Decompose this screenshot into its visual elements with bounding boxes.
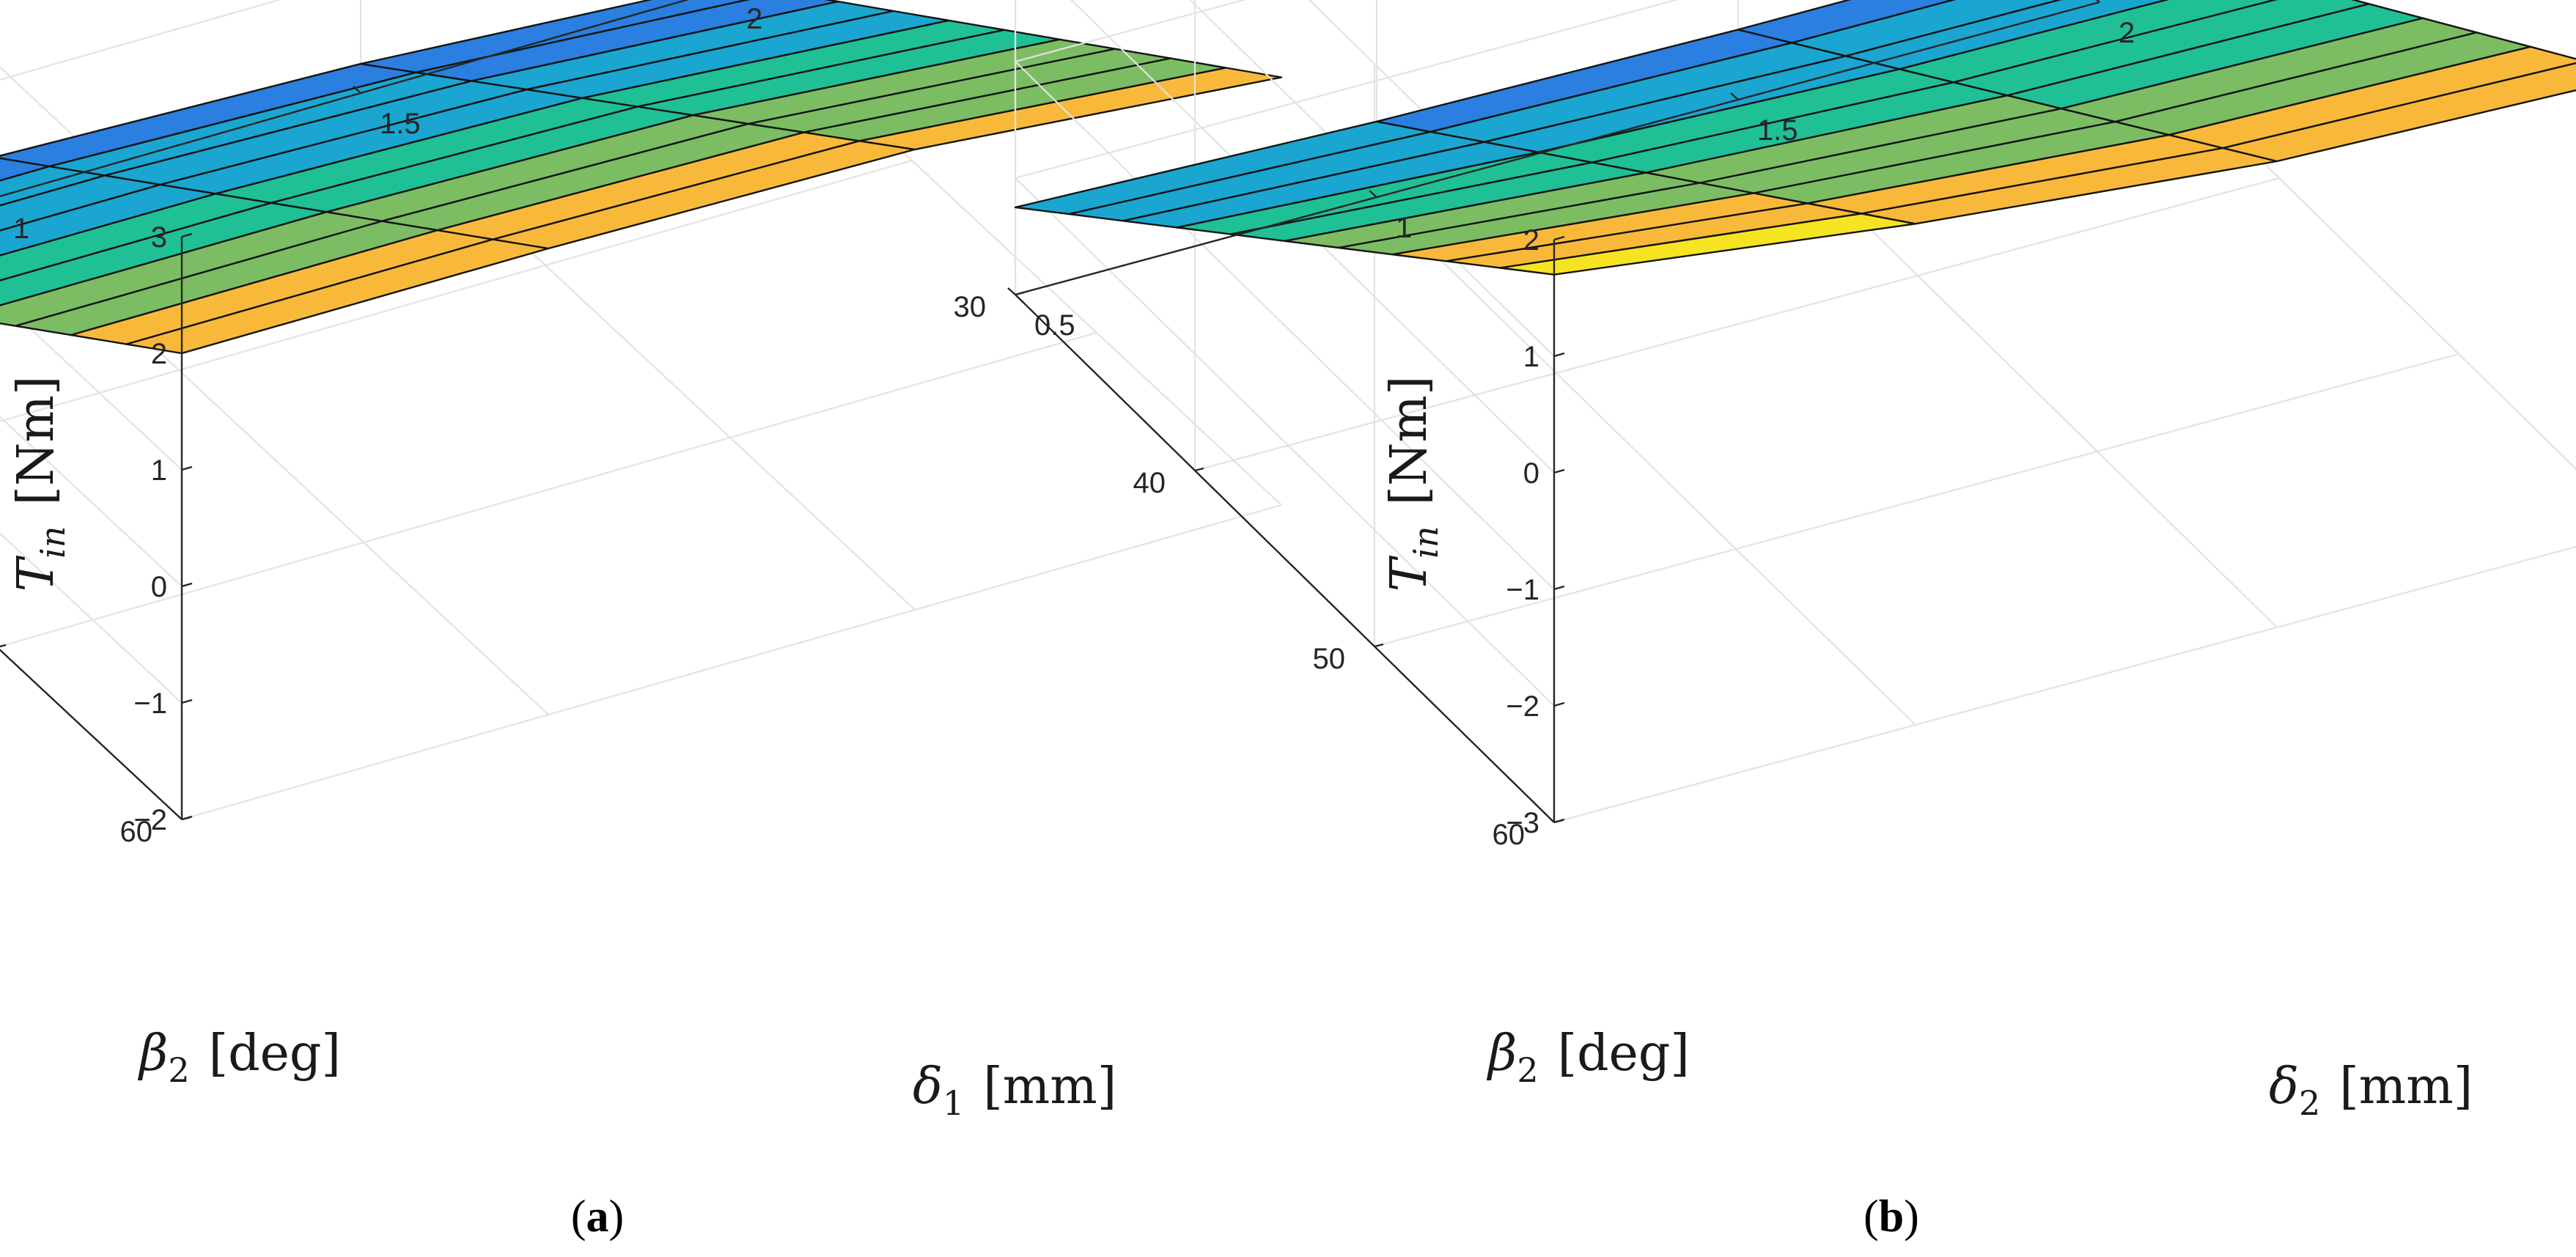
panel-a-grid-line bbox=[181, 504, 1282, 821]
panel-b-z-tick-mark bbox=[1553, 235, 1565, 241]
panel-b-grid-line bbox=[1194, 177, 2280, 472]
panel-b-x-tick-label: 1.5 bbox=[1757, 114, 1798, 147]
panel-b-x-tick-mark bbox=[1730, 92, 1739, 100]
panel-a-y-axis-label: β2 [deg] bbox=[137, 1025, 341, 1090]
panel-a-z-tick-mark bbox=[181, 232, 193, 238]
panel-b-grid-line bbox=[1015, 0, 1247, 63]
panel-b-grid-line bbox=[1374, 353, 2459, 648]
panel-a-caption: (a) bbox=[571, 1192, 624, 1242]
panel-a-grid-line bbox=[0, 331, 1097, 648]
panel-a-grid-line bbox=[0, 299, 183, 471]
panel-b-x-tick-mark bbox=[1007, 287, 1016, 295]
panel-b: −3 −2 −1 0 1 2 30 40 50 60 0.5 1 1.5 2 Tin[Nm] β2 [d… bbox=[954, 0, 2576, 1242]
panel-b-caption: (b) bbox=[1863, 1192, 1919, 1242]
panel-b-y-tick-label: 30 bbox=[954, 291, 987, 323]
panel-b-y-tick-label: 40 bbox=[1133, 467, 1166, 499]
panel-b-z-tick-label: −3 bbox=[1506, 807, 1539, 839]
panel-b-x-axis-label: δ2 [mm] bbox=[2269, 1058, 2473, 1123]
panel-b-z-tick-label: 1 bbox=[1523, 341, 1539, 373]
panel-a-x-tick-label: 1.5 bbox=[380, 108, 421, 140]
panel-b-x-ticks: 0.5 1 1.5 2 bbox=[1007, 0, 2135, 342]
panel-b-axes bbox=[1015, 1, 2100, 823]
panel-b-z-tick-mark bbox=[1553, 352, 1565, 358]
panel-b-y-tick-mark bbox=[1015, 291, 1025, 296]
panel-a-axes bbox=[0, 0, 690, 820]
panel-b-surface-cell bbox=[2168, 45, 2576, 150]
panel-a-x-ticks: 0.511.52 bbox=[13, 3, 762, 245]
panel-b-axis-line bbox=[1015, 294, 1555, 823]
panel-a-x-tick-label: 2 bbox=[746, 3, 762, 35]
panel-a-z-tick-label: 2 bbox=[151, 338, 167, 370]
panel-b-surface-cell bbox=[1899, 0, 2278, 84]
panel-b-grid-line bbox=[1189, 0, 1555, 357]
panel-a-z-ticks: −2 −1 0 1 2 3 bbox=[133, 221, 193, 836]
panel-a-y-tick-label: 60 bbox=[120, 816, 153, 848]
panel-b-grid-line bbox=[1015, 177, 1555, 707]
panel-a-axis-line bbox=[0, 0, 690, 197]
panel-b-surface-cell bbox=[1844, 0, 2170, 70]
panel-b-surface bbox=[1014, 0, 2576, 276]
panel-b-x-tick-label: 0.5 bbox=[1034, 309, 1075, 342]
panel-a-y-tick-mark bbox=[0, 644, 7, 648]
panel-b-z-ticks: −3 −2 −1 0 1 2 bbox=[1506, 224, 1565, 839]
panel-a-z-tick-label: 1 bbox=[151, 454, 167, 487]
panel-a-surface-cell bbox=[359, 0, 751, 74]
panel-a-surface-cell bbox=[858, 67, 1283, 151]
panel-b-surface-cell bbox=[2222, 62, 2576, 163]
panel-a-grid-line bbox=[0, 532, 183, 704]
panel-a-grid-line bbox=[0, 0, 282, 81]
panel-a-y-tick-mark bbox=[181, 816, 191, 821]
panel-b-z-tick-label: −2 bbox=[1506, 690, 1539, 723]
panel-b-surface-cell bbox=[1791, 0, 2063, 57]
panel-b-y-axis-label: β2 [deg] bbox=[1486, 1025, 1690, 1090]
panel-b-x-tick-mark bbox=[2095, 0, 2100, 3]
panel-a-z-tick-label: −2 bbox=[133, 804, 167, 836]
panel-b-z-tick-mark bbox=[1553, 701, 1565, 707]
panel-a-axis-line bbox=[0, 649, 183, 820]
panel-b-z-tick-label: 0 bbox=[1523, 457, 1539, 490]
panel-a-x-tick-label: 1 bbox=[13, 213, 29, 245]
panel-b-x-tick-label: 1 bbox=[1396, 212, 1412, 244]
panel-b-y-tick-mark bbox=[1553, 819, 1564, 824]
panel-b-y-ticks: 30 40 50 60 bbox=[954, 291, 1564, 851]
panel-b-grid-line bbox=[1553, 545, 2576, 824]
panel-a-z-tick-mark bbox=[181, 698, 193, 704]
panel-a-grid-line bbox=[0, 159, 913, 422]
panel-b-y-tick-label: 60 bbox=[1493, 819, 1526, 851]
panel-b-grid-line bbox=[1015, 0, 1679, 180]
panel-b-z-tick-label: −1 bbox=[1506, 574, 1539, 606]
panel-b-grid-line bbox=[1376, 196, 1916, 726]
panel-b-y-tick-label: 50 bbox=[1313, 643, 1346, 675]
panel-b-x-tick-label: 2 bbox=[2119, 17, 2135, 49]
panel-b-z-tick-label: 2 bbox=[1523, 224, 1539, 257]
panel-b-z-tick-mark bbox=[1553, 585, 1565, 591]
panel-b-x-tick-mark bbox=[1369, 190, 1377, 198]
panel-a-z-tick-mark bbox=[181, 349, 193, 355]
panel-a-z-tick-mark bbox=[181, 465, 193, 471]
panel-a-surface bbox=[0, 0, 1283, 355]
panel-b-grid-line bbox=[1015, 61, 1555, 590]
panel-b-z-axis-label: Tin[Nm] bbox=[1380, 376, 1446, 592]
panel-b-y-tick-mark bbox=[1374, 643, 1384, 648]
panel-a-grid-line bbox=[0, 416, 183, 587]
panel-a-x-tick-mark bbox=[353, 86, 361, 94]
panel-a-z-tick-label: 3 bbox=[151, 221, 167, 254]
panel-b-z-tick-mark bbox=[1553, 468, 1565, 474]
panel-a-z-tick-label: 0 bbox=[151, 571, 167, 603]
panel-a-z-tick-label: −1 bbox=[133, 688, 167, 720]
panel-b-y-tick-mark bbox=[1194, 467, 1204, 472]
panel-b-axis-line bbox=[1015, 1, 2100, 296]
panel-b-surface-cell bbox=[1737, 0, 1957, 44]
panel-a-z-tick-mark bbox=[181, 582, 193, 588]
panel-a-z-axis-label: Tin[Nm] bbox=[7, 376, 73, 592]
panel-a-x-axis-label: δ1 [mm] bbox=[913, 1058, 1116, 1123]
